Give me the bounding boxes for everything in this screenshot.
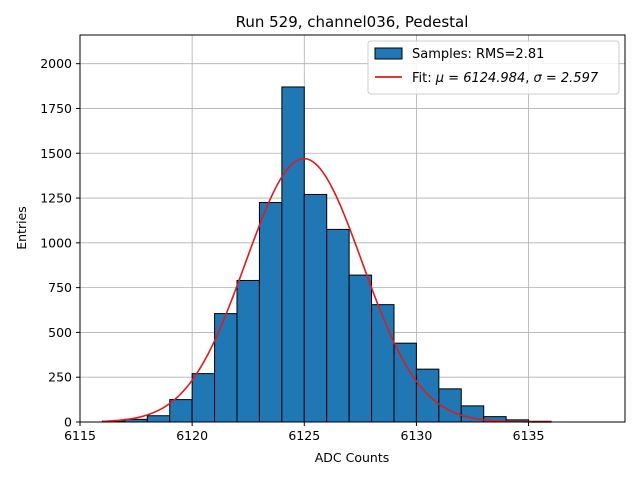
plot-frame [79,34,626,423]
x-axis-ticks: 6115 6120 6125 6130 6135 [64,422,544,443]
histogram-bar [303,193,328,423]
chart-title: Run 529, channel036, Pedestal [236,13,469,31]
x-axis-label: ADC Counts [315,450,390,465]
histogram-bar [371,304,395,423]
legend-swatch-samples [374,47,403,60]
y-tick-label: 1500 [40,146,72,161]
y-tick-label: 250 [48,370,72,385]
fit-curve [102,157,551,423]
legend-box [367,40,620,95]
x-tick-label: 6125 [288,428,320,443]
legend-fit-mu: μ = 6124.984 [435,71,525,86]
y-tick-label: 750 [48,280,72,295]
histogram-bar [393,342,417,423]
histogram-bar [169,399,193,423]
x-tick-label: 6120 [176,428,208,443]
histogram-bar [236,279,260,423]
x-tick-label: 6130 [401,428,433,443]
y-axis-label: Entries [14,206,29,250]
legend: Samples: RMS=2.81 Fit: μ = 6124.984, σ =… [367,40,620,95]
y-tick-label: 500 [48,325,72,340]
x-tick-label: 6115 [64,428,96,443]
y-tick-label: 1000 [40,235,72,250]
y-tick-label: 1750 [40,101,72,116]
histogram-bars [101,86,552,423]
histogram-bar [214,313,238,423]
legend-fit-sep: , [525,71,533,86]
y-tick-label: 2000 [40,56,72,71]
histogram-bar [146,415,171,423]
y-tick-label: 1250 [40,191,72,206]
histogram-bar [281,86,305,423]
y-axis-ticks: 0 250 500 750 1000 1250 1500 1750 2000 [40,56,80,430]
legend-fit-sigma: σ = 2.597 [534,71,599,86]
y-tick-label: 0 [64,415,72,430]
histogram-bar [191,373,216,423]
legend-label-samples: Samples: RMS=2.81 [412,47,544,62]
histogram-bar [326,228,350,423]
x-tick-label: 6135 [513,428,545,443]
legend-label-fit: Fit: μ = 6124.984, σ = 2.597 [412,71,599,86]
histogram-bar [258,202,283,423]
legend-fit-prefix: Fit: [412,71,436,86]
histogram-bar [415,368,440,423]
histogram-bar [348,274,373,423]
